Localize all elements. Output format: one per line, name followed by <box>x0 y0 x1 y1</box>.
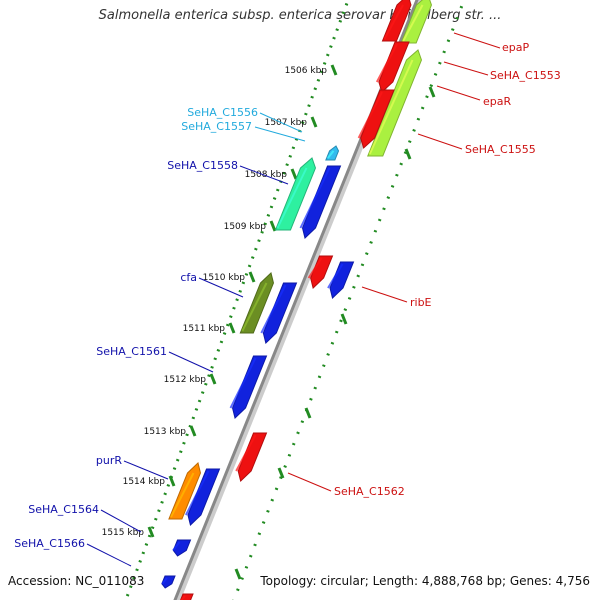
gene-callout-line <box>239 165 289 185</box>
outer-track-dash <box>428 86 436 98</box>
gene-label[interactable]: ribE <box>410 296 432 309</box>
ruler-tick-label: 1513 kbp <box>144 427 187 437</box>
gene-arrow-highlight <box>229 357 257 409</box>
gene-arrow-highlight <box>172 541 181 552</box>
ruler-tick <box>209 373 217 385</box>
gene-arrow-highlight <box>170 472 195 518</box>
ruler-tick <box>168 475 176 487</box>
gene-arrow <box>360 89 395 149</box>
outer-track-dash <box>340 313 348 325</box>
gene-arrow <box>237 432 268 482</box>
ruler-tick <box>147 526 155 538</box>
gene-label[interactable]: SeHA_C1566 <box>14 537 85 550</box>
gene-arrow-highlight <box>260 284 287 334</box>
gene-callout-line <box>361 286 408 303</box>
gene-arrow-highlight <box>327 150 335 159</box>
ruler-tick-label: 1508 kbp <box>245 170 288 180</box>
gene-arrow-highlight <box>402 4 424 42</box>
ruler-tick <box>290 168 298 180</box>
gene-callout-line <box>436 85 481 101</box>
ruler-tick <box>269 220 277 232</box>
outer-dotted-line <box>232 0 466 600</box>
outer-dotted-track <box>232 0 466 600</box>
gene-arrow <box>378 41 410 93</box>
ruler-dotted-line <box>124 0 350 600</box>
ruler-tick-label: 1511 kbp <box>183 324 226 334</box>
ruler-tick <box>248 271 256 283</box>
gene-label[interactable]: SeHA_C1555 <box>465 143 536 156</box>
gene-callout-line <box>287 472 332 492</box>
gene-label[interactable]: SeHA_C1562 <box>334 485 405 498</box>
outer-track-dash <box>404 148 412 160</box>
gene-arrow-highlight <box>161 577 168 585</box>
gene-callout-line <box>100 509 142 533</box>
gene-callout-line <box>168 351 214 373</box>
ruler-tick <box>310 116 318 128</box>
gene-callout-line <box>417 133 463 150</box>
ruler-tick-labels: 1506 kbp 1507 kbp 1508 kbp 1509 kbp 1510 kbp… <box>102 66 328 538</box>
ruler-tick-label: 1506 kbp <box>285 66 328 76</box>
gene-arrow-highlight <box>276 167 308 229</box>
topology-text: Topology: circular; Length: 4,888,768 bp… <box>260 574 590 588</box>
gene-features <box>161 0 433 600</box>
inner-ruler-track <box>124 0 350 600</box>
gene-label[interactable]: SeHA_C1553 <box>490 69 561 82</box>
gene-arrow <box>232 355 268 419</box>
gene-label[interactable]: SeHA_C1558 <box>167 159 238 172</box>
gene-arrow <box>262 282 298 344</box>
gene-callout-line <box>259 112 303 133</box>
gene-callout-line <box>123 460 169 480</box>
gene-label[interactable]: SeHA_C1564 <box>28 503 99 516</box>
gene-callouts: epaP SeHA_C1553 epaR SeHA_C1555 ribE SeHA_C15… <box>14 32 561 567</box>
gene-callout-line <box>443 61 489 76</box>
ruler-tick <box>228 322 236 334</box>
ruler-tick <box>330 64 338 76</box>
gene-arrow-highlight <box>375 43 398 83</box>
accession-text: Accession: NC_011083 <box>8 574 145 588</box>
gene-arrow-highlight <box>235 434 257 472</box>
ruler-tick-label: 1507 kbp <box>265 118 308 128</box>
outer-track-dash <box>234 568 242 580</box>
gene-callout-line <box>453 32 501 49</box>
gene-arrow-highlight <box>368 59 414 155</box>
gene-label[interactable]: SeHA_C1556 <box>187 106 258 119</box>
ruler-tick-label: 1510 kbp <box>203 273 246 283</box>
ruler-tick-label: 1509 kbp <box>224 222 267 232</box>
gene-label[interactable]: epaR <box>483 95 511 108</box>
ruler-tick-label: 1515 kbp <box>102 528 145 538</box>
gene-callout-line <box>254 126 306 142</box>
gene-callout-line <box>86 543 132 567</box>
gene-arrow-highlight <box>299 167 331 229</box>
gene-arrow <box>187 468 221 526</box>
gene-arrow <box>301 165 342 239</box>
gene-arrow-highlight <box>241 282 268 332</box>
gene-arrow-highlight <box>307 257 323 279</box>
gene-label[interactable]: SeHA_C1561 <box>96 345 167 358</box>
gene-label[interactable]: purR <box>96 454 122 467</box>
ruler-tick-label: 1512 kbp <box>164 375 207 385</box>
gene-label[interactable]: SeHA_C1557 <box>181 120 252 133</box>
gene-label[interactable]: cfa <box>180 271 197 284</box>
gene-arrow-highlight <box>383 4 404 40</box>
outer-track-dash <box>277 467 285 479</box>
gene-arrow-highlight <box>327 263 344 289</box>
gene-arrow-highlight <box>185 470 210 516</box>
gene-arrow-highlight <box>357 91 383 139</box>
ruler-tick-label: 1514 kbp <box>123 477 166 487</box>
outer-track-dash <box>304 407 312 419</box>
gene-label[interactable]: epaP <box>502 41 529 54</box>
ruler-tick <box>189 425 197 437</box>
gene-callout-line <box>198 277 244 298</box>
